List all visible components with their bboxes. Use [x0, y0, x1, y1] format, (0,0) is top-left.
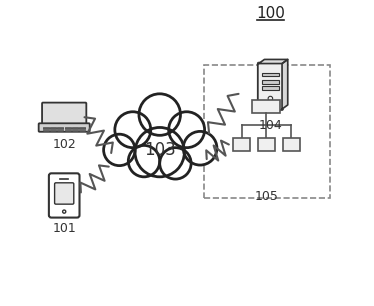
Bar: [262, 80, 279, 84]
Bar: [233, 138, 250, 151]
Bar: [43, 130, 49, 131]
Bar: [72, 130, 78, 131]
Bar: [262, 73, 279, 76]
Bar: [79, 127, 85, 128]
Text: 104: 104: [258, 119, 282, 132]
FancyBboxPatch shape: [55, 183, 74, 204]
Bar: [50, 127, 56, 128]
FancyBboxPatch shape: [49, 173, 80, 218]
Bar: [79, 130, 85, 131]
FancyBboxPatch shape: [258, 63, 283, 110]
Bar: [252, 100, 280, 113]
Bar: [204, 65, 329, 199]
Polygon shape: [282, 59, 288, 109]
Bar: [65, 127, 71, 128]
Bar: [50, 130, 56, 131]
Bar: [262, 86, 279, 90]
FancyBboxPatch shape: [39, 123, 90, 132]
Bar: [58, 130, 64, 131]
Polygon shape: [259, 59, 288, 64]
Bar: [258, 138, 275, 151]
Text: 101: 101: [52, 222, 76, 235]
Bar: [65, 130, 71, 131]
Bar: [72, 127, 78, 128]
Text: 103: 103: [144, 141, 175, 159]
Text: 102: 102: [52, 138, 76, 151]
Text: 100: 100: [256, 6, 285, 21]
Text: 105: 105: [254, 189, 278, 203]
Bar: [43, 127, 49, 128]
Bar: [283, 138, 300, 151]
FancyBboxPatch shape: [42, 103, 86, 125]
Bar: [58, 127, 64, 128]
